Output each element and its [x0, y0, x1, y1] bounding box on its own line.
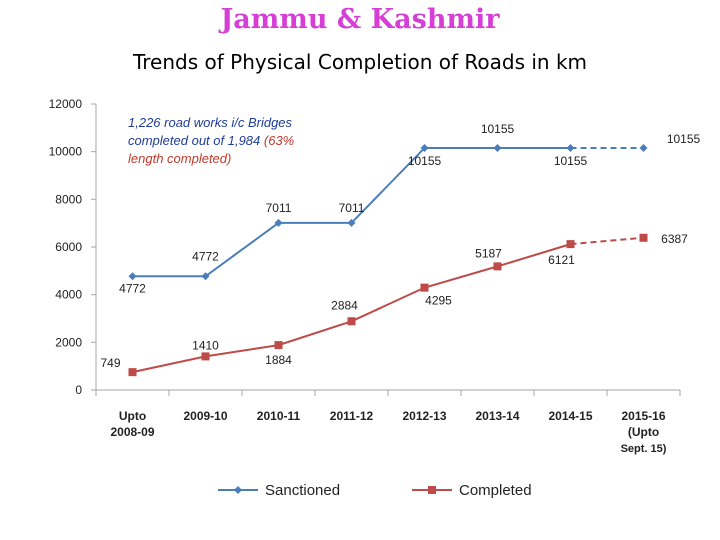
data-point [347, 317, 356, 326]
line-chart: 0 2000 4000 6000 8000 10000 12000 Upto 2008-09 20… [49, 97, 701, 499]
data-label: 4772 [119, 281, 146, 295]
data-point [201, 272, 210, 281]
legend-marker [234, 486, 242, 494]
data-label: 2884 [331, 298, 358, 312]
chart-subtitle: Trends of Physical Completion of Roads i… [132, 50, 588, 74]
data-label: 749 [100, 356, 120, 370]
x-tick-label: 2009-10 [183, 409, 227, 423]
data-point [420, 143, 429, 152]
x-tick-label: 2014-15 [548, 409, 592, 423]
data-label: 4772 [192, 249, 219, 263]
x-tick-label: 2013-14 [475, 409, 519, 423]
page-title: Jammu & Kashmir [220, 4, 500, 35]
data-point [201, 352, 210, 361]
annotation-line-3: length completed) [128, 151, 232, 166]
data-point [274, 218, 283, 227]
y-tick-label: 6000 [55, 240, 82, 254]
annotation-line-2-percent: (63% [263, 133, 295, 148]
annotation-line-2-text: completed out of 1,984 [128, 133, 261, 148]
data-point [639, 143, 648, 152]
y-tick-label: 12000 [49, 97, 83, 111]
data-label: 10155 [667, 132, 701, 146]
y-tick-label: 10000 [49, 145, 83, 159]
data-point [566, 240, 575, 249]
legend-marker [428, 486, 436, 494]
data-label: 7011 [339, 201, 365, 215]
data-label: 10155 [554, 154, 588, 168]
data-point [639, 233, 648, 242]
y-tick-label: 8000 [55, 192, 82, 206]
data-point [420, 283, 429, 292]
y-tick-label: 2000 [55, 335, 82, 349]
data-label: 10155 [408, 154, 442, 168]
x-tick-label: 2012-13 [402, 409, 446, 423]
series-line-projected-completed [570, 236, 644, 246]
annotation-line-2: completed out of 1,984 (63% [128, 132, 358, 150]
data-point [128, 272, 137, 281]
data-label: 6387 [661, 232, 688, 246]
x-tick-label: 2010-11 [257, 409, 301, 423]
data-label: 6121 [548, 253, 575, 267]
data-label: 10155 [481, 122, 515, 136]
legend-label: Completed [459, 482, 532, 499]
data-point [566, 143, 575, 152]
data-point [493, 262, 502, 271]
data-point [493, 143, 502, 152]
x-tick-label: 2011-12 [330, 409, 374, 423]
data-label: 7011 [266, 201, 292, 215]
annotation-line-1: 1,226 road works i/c Bridges [128, 115, 293, 130]
data-point [274, 341, 283, 350]
y-tick-label: 0 [75, 383, 82, 397]
data-point [128, 368, 137, 377]
data-label: 1410 [192, 338, 219, 352]
data-label: 1884 [265, 353, 292, 367]
x-tick-label: 2015-16 (Upto Sept. 15) [621, 409, 667, 455]
data-label: 5187 [475, 246, 502, 260]
x-tick-label: Upto 2008-09 [110, 409, 154, 439]
legend-label: Sanctioned [265, 482, 340, 499]
data-point [347, 218, 356, 227]
y-tick-label: 4000 [55, 288, 82, 302]
chart-annotation: 1,226 road works i/c Bridges completed o… [128, 114, 358, 168]
data-label: 4295 [425, 294, 452, 308]
